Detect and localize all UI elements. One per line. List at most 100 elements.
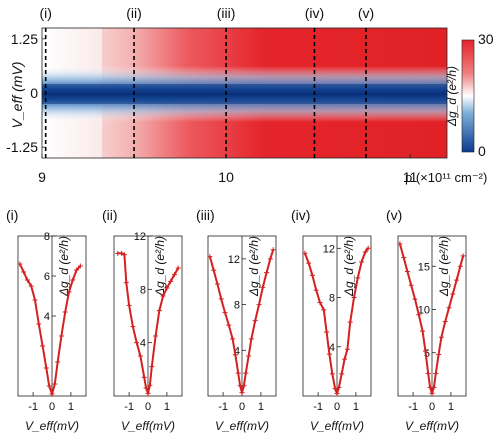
data-point [422,348,428,354]
x-tick-label: 0 [145,401,151,413]
data-point [137,353,143,359]
linecut-panel-4: (iv) 4 8 12 -1 0 1 V_eff(mV) Δg_d (e²/h) [291,207,372,433]
data-point [342,356,348,362]
data-point [230,336,236,342]
x-tick-label: 0 [49,401,55,413]
data-point [171,272,177,278]
x-tick-label: 0 [334,401,340,413]
x-tick-label: -1 [28,401,38,413]
data-point [457,263,463,269]
data-point [412,296,418,302]
data-point [336,384,342,390]
data-point [145,390,151,396]
linecut-panel-5: (v) 5 10 15 -1 0 1 V_eff(mV) Δg_d (e²/h) [386,207,467,433]
colorbar-max-label: 30 [478,31,494,47]
colorbar-min-label: 0 [478,143,486,159]
data-point [408,282,414,288]
linecut-panels: (i) 4 6 8 -1 0 1 V_eff(mV) Δg_d (e²/h) (ii) 4 8 12 -1… [6,207,467,433]
x-tick-label-1: 9 [38,169,46,185]
y-axis-label: Δg_d (e²/h) [437,236,451,297]
data-point [416,312,422,318]
data-point [362,249,368,255]
data-point [160,293,166,299]
y-tick-label: 5 [424,348,430,360]
y-tick-label: 10 [418,305,430,317]
panel-label: (v) [386,207,402,223]
x-tick-label: -1 [408,401,418,413]
data-point [332,386,338,392]
data-point [241,383,247,389]
heatmap-axes: 1.25 0 -1.259 10 11p (×10¹¹ cm⁻²) V_eff (mV) [6,31,487,185]
data-point [40,343,46,349]
data-point [55,359,61,365]
y-tick-label: 8 [44,231,50,243]
y-tick-label: 8 [140,284,146,296]
data-point [446,305,452,311]
data-point [436,351,442,357]
data-point [351,295,357,301]
data-point [321,307,327,313]
x-tick-label: 1 [353,401,359,413]
data-curve [398,243,465,397]
marker-label-5: (v) [358,5,374,21]
y-tick-label: 4 [329,342,335,354]
panel-label: (iii) [196,207,215,223]
y-axis-label: Δg_d (e²/h) [153,236,167,297]
data-point [243,370,249,376]
data-point [17,261,23,267]
data-point [141,374,147,380]
y-axis-label: Δg_d (e²/h) [57,236,71,297]
data-point [58,333,64,339]
linecut-panel-2: (ii) 4 8 12 -1 0 1 V_eff(mV) Δg_d (e²/h) [102,207,183,433]
x-axis-label: V_eff(mV) [25,419,79,433]
data-point [52,381,58,387]
data-point [70,277,76,283]
data-point [207,254,213,260]
data-point [438,334,444,340]
x-axis-label: V_eff(mV) [310,419,364,433]
data-point [32,297,38,303]
data-point [143,385,149,391]
data-point [226,322,232,328]
x-tick-label: 1 [68,401,74,413]
data-curve [208,249,275,397]
data-point [324,329,330,335]
data-point [153,333,159,339]
y-tick-label-2: 0 [30,85,38,101]
data-point [119,250,125,256]
marker-label-1: (i) [39,5,51,21]
y-tick-label: 15 [418,261,430,273]
data-curve [117,252,180,397]
x-axis-label: V_eff(mV) [121,419,175,433]
data-curve [18,263,82,398]
data-point [21,269,27,275]
x-axis-label: V_eff(mV) [405,419,459,433]
data-point [77,263,83,269]
data-point [134,340,140,346]
data-point [164,285,170,291]
data-point [359,259,365,265]
data-point [248,336,254,342]
data-point [36,321,42,327]
x-tick-label: 1 [448,401,454,413]
data-point [43,365,49,371]
data-point [306,260,312,266]
data-point [344,346,350,352]
data-point [66,289,72,295]
data-point [355,275,361,281]
y-tick-label: 12 [134,231,146,243]
heatmap-panel: (i) (ii) (iii) (iv) (v) 1.25 0 -1.259 10 11p (×1… [6,5,494,185]
data-point [454,277,460,283]
heatmap-gap-core [42,84,447,104]
x-tick-label: -1 [218,401,228,413]
data-point [431,384,437,390]
data-point [121,252,127,258]
y-tick-label: 12 [323,243,335,255]
data-point [264,270,270,276]
data-point [317,299,323,305]
data-point [149,364,155,370]
data-point [49,391,55,397]
data-point [302,250,308,256]
x-axis-label: p (×10¹¹ cm⁻²) [405,170,487,185]
y-axis-label: V_eff (mV) [9,62,25,129]
